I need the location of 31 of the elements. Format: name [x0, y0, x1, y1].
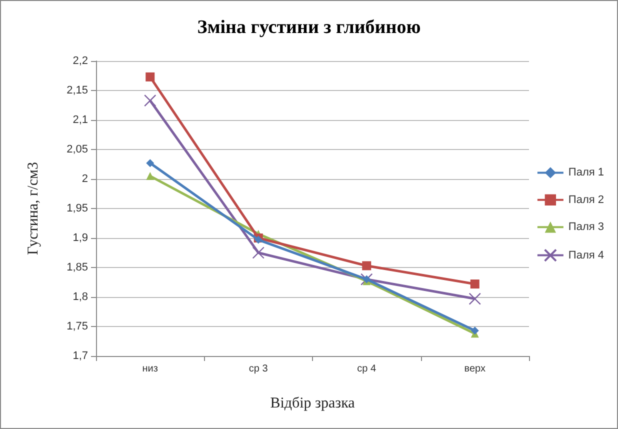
y-tick-label: 1,75 [66, 320, 88, 332]
y-tick-label: 2,2 [72, 55, 88, 67]
point [362, 261, 372, 270]
y-tick-label: 2,15 [66, 84, 88, 96]
x-tick-label: ср 3 [248, 364, 268, 374]
point [470, 280, 480, 289]
point [468, 292, 481, 305]
x-tick-label: верх [464, 364, 486, 374]
point [470, 326, 479, 335]
legend-label: Паля 2 [568, 194, 604, 206]
y-tick-label: 1,8 [72, 291, 88, 303]
legend-label: Паля 3 [568, 221, 604, 234]
y-tick-label: 2,05 [66, 144, 88, 156]
y-tick-label: 1,7 [72, 350, 88, 362]
point [252, 246, 264, 259]
y-tick-label: 2,1 [72, 114, 88, 126]
x-axis-title: Відбір зразка [270, 396, 356, 412]
y-tick-label: 2 [82, 173, 88, 185]
chart-title: Зміна густини з глибиною [197, 17, 421, 38]
point [146, 72, 155, 82]
x-tick-label: низ [142, 364, 158, 374]
point [146, 172, 154, 180]
y-tick-label: 1,9 [72, 232, 88, 244]
y-tick-label: 1,95 [66, 202, 88, 214]
point [146, 159, 154, 168]
y-axis-title: Густина, г/см3 [26, 162, 42, 255]
y-tick-label: 1,85 [66, 262, 88, 274]
legend-label: Паля 4 [568, 249, 604, 262]
point [144, 94, 156, 107]
legend-label: Паля 1 [568, 166, 604, 179]
x-tick-label: ср 4 [357, 364, 377, 374]
